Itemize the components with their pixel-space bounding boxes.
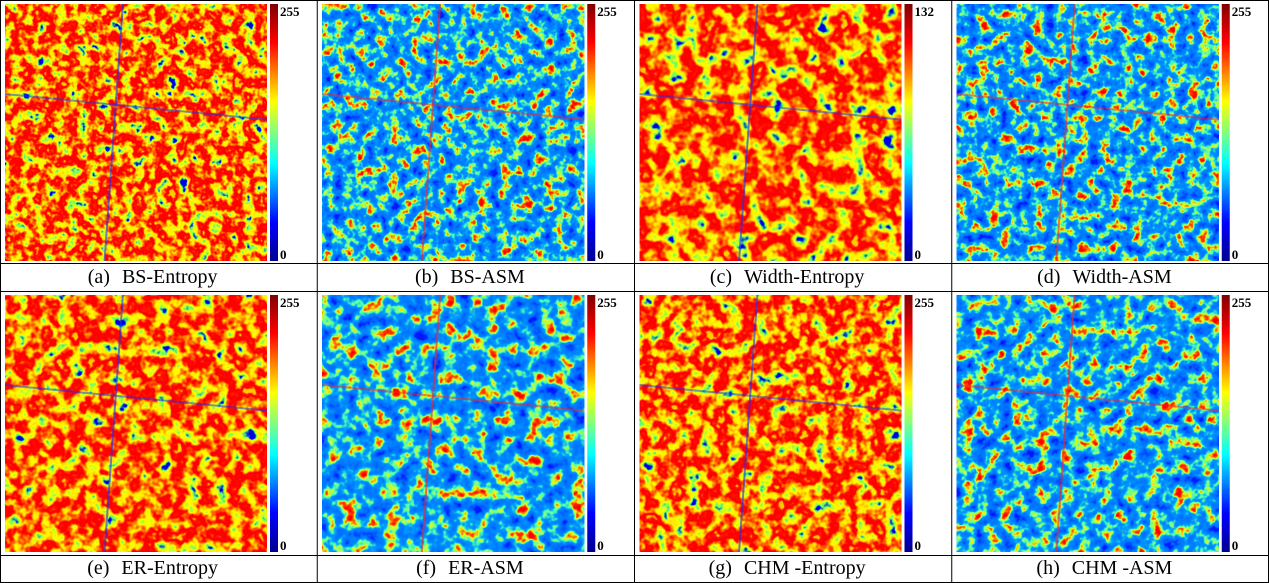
- colorbar: [905, 295, 913, 552]
- panel: 255 0 (f) ER-ASM: [322, 295, 617, 579]
- texture-image: [957, 4, 1219, 261]
- caption-title: ER-ASM: [448, 557, 524, 579]
- caption-title: CHM -ASM: [1072, 557, 1173, 579]
- texture-image: [5, 4, 267, 261]
- colorbar: [587, 4, 595, 261]
- caption: (h) CHM -ASM: [1036, 557, 1172, 579]
- caption: (c) Width-Entropy: [710, 266, 865, 288]
- caption-label: (a): [88, 266, 110, 288]
- caption: (d) Width-ASM: [1037, 266, 1172, 288]
- panel: 255 0 (e) ER-Entropy: [5, 295, 300, 579]
- colorbar-max: 255: [915, 295, 935, 310]
- colorbar-max: 255: [1232, 295, 1252, 310]
- caption-title: ER-Entropy: [121, 557, 218, 579]
- colorbar-min: 0: [597, 247, 604, 262]
- colorbar-min: 0: [915, 247, 922, 262]
- colorbar: [270, 295, 278, 552]
- texture-image: [322, 4, 584, 261]
- colorbar: [1222, 4, 1230, 261]
- colorbar-max: 255: [280, 295, 300, 310]
- texture-image: [640, 4, 902, 261]
- colorbar-min: 0: [915, 538, 922, 553]
- colorbar-max: 255: [1232, 4, 1252, 19]
- panel: 255 0 (b) BS-ASM: [322, 4, 617, 288]
- caption: (a) BS-Entropy: [88, 266, 218, 288]
- colorbar: [905, 4, 913, 261]
- texture-image: [322, 295, 584, 552]
- panel: 132 0 (c) Width-Entropy: [640, 4, 935, 288]
- caption: (f) ER-ASM: [416, 557, 524, 579]
- texture-image: [957, 295, 1219, 552]
- caption-title: Width-ASM: [1072, 266, 1171, 288]
- caption-label: (e): [87, 557, 109, 579]
- colorbar-min: 0: [280, 247, 287, 262]
- colorbar-max: 255: [280, 4, 300, 19]
- panel: 255 0 (h) CHM -ASM: [957, 295, 1252, 579]
- caption-title: BS-ASM: [450, 266, 525, 288]
- colorbar-min: 0: [1232, 247, 1239, 262]
- caption: (e) ER-Entropy: [87, 557, 218, 579]
- caption-title: BS-Entropy: [122, 266, 218, 288]
- caption-title: Width-Entropy: [744, 266, 864, 288]
- colorbar-min: 0: [280, 538, 287, 553]
- caption: (b) BS-ASM: [415, 266, 525, 288]
- panel: 255 0 (g) CHM -Entropy: [640, 295, 935, 579]
- caption-label: (f): [416, 557, 436, 579]
- texture-image: [640, 295, 902, 552]
- caption-label: (b): [415, 266, 438, 288]
- colorbar: [587, 295, 595, 552]
- caption-label: (c): [710, 266, 732, 288]
- colorbar: [270, 4, 278, 261]
- caption-title: CHM -Entropy: [744, 557, 866, 579]
- colorbar-max: 132: [915, 4, 935, 19]
- panel: 255 0 (d) Width-ASM: [957, 4, 1252, 288]
- panel: 255 0 (a) BS-Entropy: [5, 4, 300, 288]
- colorbar-max: 255: [597, 295, 617, 310]
- colorbar: [1222, 295, 1230, 552]
- caption-label: (h): [1036, 557, 1059, 579]
- caption-label: (g): [709, 557, 732, 579]
- caption: (g) CHM -Entropy: [709, 557, 866, 579]
- colorbar-min: 0: [1232, 538, 1239, 553]
- colorbar-min: 0: [597, 538, 604, 553]
- caption-label: (d): [1037, 266, 1060, 288]
- colorbar-max: 255: [597, 4, 617, 19]
- texture-image: [5, 295, 267, 552]
- figure: 255 0 (a) BS-Entropy 255 0 (b) BS-ASM 132 0 (c) Wid…: [0, 0, 1269, 583]
